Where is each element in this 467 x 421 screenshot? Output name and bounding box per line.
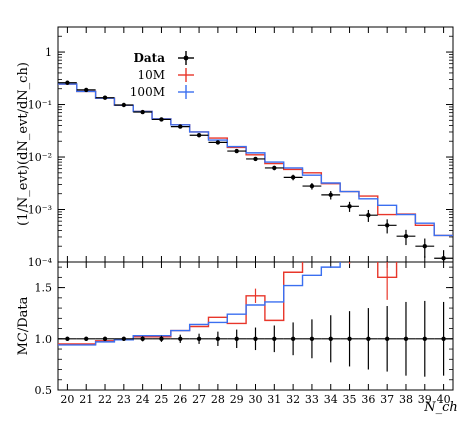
main-panel: 1 10⁻¹ 10⁻² 10⁻³ 10⁻⁴ bbox=[28, 26, 454, 269]
data-point bbox=[215, 140, 221, 145]
ratio-data-point bbox=[102, 336, 108, 341]
data-point bbox=[403, 234, 409, 239]
data-point bbox=[234, 148, 239, 154]
legend-label-data: Data bbox=[134, 51, 166, 65]
data-point bbox=[309, 183, 315, 189]
data-point bbox=[65, 80, 70, 85]
y-tick-label: 10⁻⁴ bbox=[28, 256, 53, 269]
ratio-data-point bbox=[328, 336, 333, 341]
x-tick-label: 34 bbox=[324, 393, 338, 406]
ratio-data-point bbox=[159, 336, 164, 341]
x-tick-label: 21 bbox=[79, 393, 93, 406]
x-tick-label: 32 bbox=[286, 393, 300, 406]
x-axis-label: N_ch bbox=[423, 400, 458, 415]
x-tick-label: 29 bbox=[230, 393, 244, 406]
y-tick-label: 10⁻² bbox=[28, 151, 52, 164]
ratio-data-point bbox=[84, 336, 89, 341]
ratio-y-tick-label: 0.5 bbox=[35, 384, 53, 397]
axis-labels: (1/N_evt)(dN_evt/dN_ch) MC/Data N_ch bbox=[16, 62, 458, 415]
ratio-data-point bbox=[196, 336, 202, 341]
ratio-data-point bbox=[441, 336, 446, 341]
ratio-y-tick-label: 1.5 bbox=[35, 282, 53, 295]
ratio-data-point bbox=[234, 336, 239, 341]
x-tick-label: 37 bbox=[380, 393, 394, 406]
data-point bbox=[366, 212, 371, 218]
x-tick-label: 35 bbox=[343, 393, 357, 406]
ratio-series-group bbox=[58, 262, 453, 377]
x-tick-label: 39 bbox=[418, 393, 432, 406]
data-point bbox=[84, 87, 89, 93]
x-tick-label: 26 bbox=[173, 393, 187, 406]
x-tick-label: 27 bbox=[192, 393, 206, 406]
y-tick-label: 1 bbox=[45, 46, 52, 59]
x-tick-label: 25 bbox=[154, 393, 168, 406]
data-point bbox=[347, 204, 352, 209]
ratio-data-point bbox=[253, 336, 258, 341]
ratio-data-point bbox=[65, 336, 70, 341]
main-frame bbox=[57, 26, 454, 263]
data-point bbox=[178, 124, 183, 129]
x-tick-label: 28 bbox=[211, 393, 225, 406]
y-tick-label: 10⁻³ bbox=[28, 204, 52, 217]
ratio-data-point bbox=[290, 336, 296, 341]
data-point bbox=[384, 223, 390, 228]
x-tick-label: 36 bbox=[361, 393, 375, 406]
ratio-data-point bbox=[347, 336, 352, 341]
data-point bbox=[328, 192, 333, 198]
ratio-data-point bbox=[403, 336, 409, 341]
data-point bbox=[102, 95, 108, 100]
data-point bbox=[140, 109, 145, 115]
x-tick-label: 38 bbox=[399, 393, 413, 406]
ratio-y-tick-label: 1.0 bbox=[35, 333, 53, 346]
data-point bbox=[121, 102, 127, 108]
data-point bbox=[272, 165, 277, 171]
legend-label-10m: 10M bbox=[137, 68, 165, 82]
x-tick-label: 20 bbox=[60, 393, 74, 406]
main-series-group bbox=[58, 80, 453, 262]
ratio-100m-step bbox=[58, 262, 341, 346]
ratio-data-point bbox=[178, 336, 183, 341]
ratio-data-point bbox=[121, 336, 127, 341]
ratio-panel: 0.5 1.0 1.5 20 21 22 23 24 25 26 27 28 29 30 31 32 33 34 3… bbox=[35, 261, 454, 406]
ratio-data-point bbox=[215, 336, 221, 341]
ratio-data-point bbox=[384, 336, 390, 341]
data-point bbox=[422, 243, 427, 249]
ratio-frame bbox=[57, 261, 454, 391]
x-tick-label: 24 bbox=[136, 393, 150, 406]
x-tick-label: 33 bbox=[305, 393, 319, 406]
legend-label-100m: 100M bbox=[130, 85, 165, 99]
data-point bbox=[159, 117, 164, 122]
data-point bbox=[253, 156, 258, 162]
x-tick-label: 22 bbox=[98, 393, 112, 406]
legend: Data 10M 100M bbox=[130, 51, 194, 99]
x-tick-label: 30 bbox=[249, 393, 263, 406]
data-point bbox=[441, 256, 446, 261]
y-tick-label: 10⁻¹ bbox=[28, 99, 52, 112]
ratio-data-point bbox=[422, 336, 427, 341]
x-tick-label: 40 bbox=[437, 393, 451, 406]
x-tick-label: 23 bbox=[117, 393, 131, 406]
ratio-data-point bbox=[309, 336, 315, 341]
y-axis-label-main: (1/N_evt)(dN_evt/dN_ch) bbox=[16, 62, 31, 226]
ratio-data-point bbox=[366, 336, 371, 341]
x-tick-label: 31 bbox=[267, 393, 281, 406]
data-point bbox=[290, 175, 296, 180]
ratio-data-point bbox=[272, 336, 277, 341]
data-point bbox=[196, 133, 202, 138]
y-axis-label-ratio: MC/Data bbox=[16, 296, 31, 355]
legend-marker-dot bbox=[183, 55, 189, 61]
ratio-data-point bbox=[140, 336, 145, 341]
